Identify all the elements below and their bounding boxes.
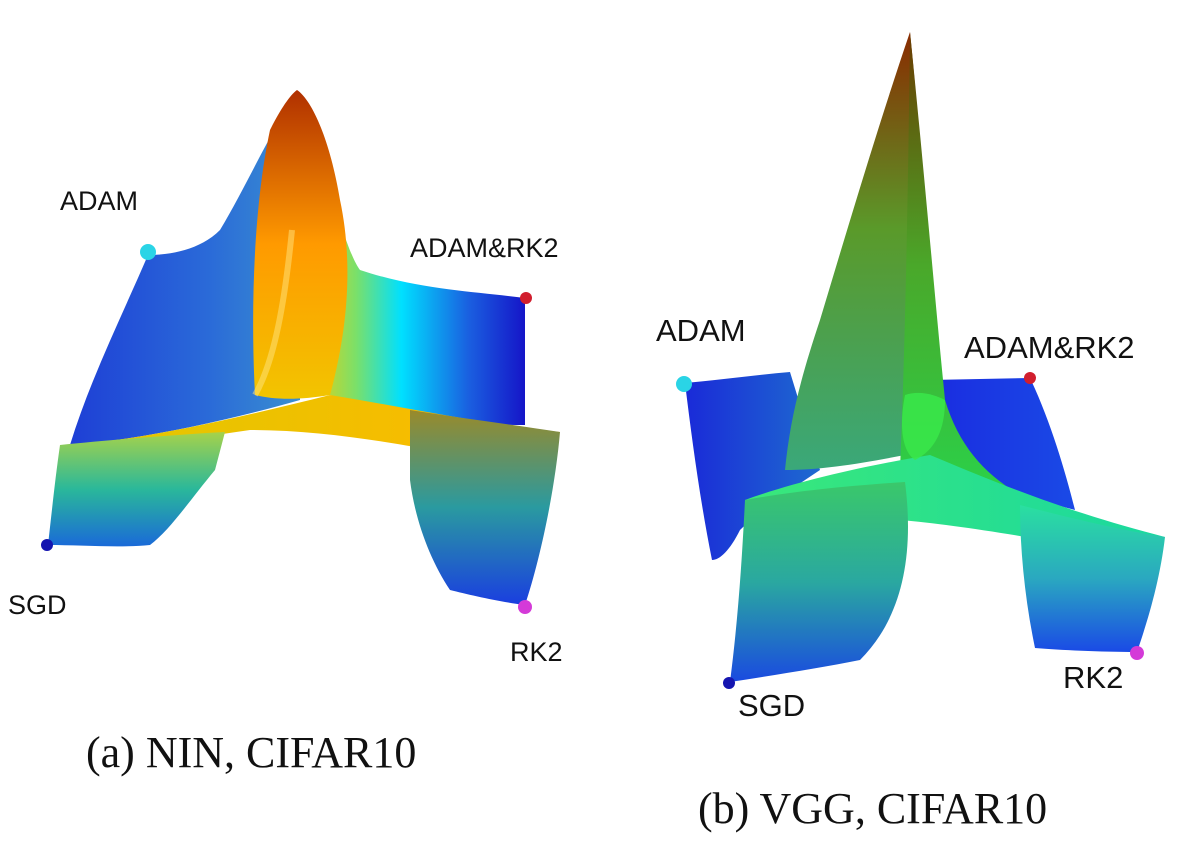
panel-b-left-sheet bbox=[685, 372, 820, 560]
panel-a-adam-label: ADAM bbox=[60, 186, 139, 216]
panel-b-front-sheet bbox=[730, 482, 908, 682]
panel-a-surface bbox=[48, 90, 560, 605]
panel-a-rk2-marker bbox=[518, 600, 532, 614]
panel-b-sgd-label: SGD bbox=[738, 688, 806, 723]
panel-a-rk2-label: RK2 bbox=[510, 637, 563, 667]
panel-a-caption: (a) NIN, CIFAR10 bbox=[86, 728, 417, 777]
panel-a-rk2-sheet bbox=[410, 410, 560, 605]
panel-a-peak bbox=[253, 90, 348, 399]
panel-b-rk2-marker bbox=[1130, 646, 1144, 660]
panel-a-right-sheet bbox=[300, 110, 525, 425]
panel-a-adam-marker bbox=[140, 244, 156, 260]
panel-b-adamrk2-marker bbox=[1024, 372, 1036, 384]
panel-b-rk2-sheet bbox=[1020, 505, 1165, 652]
panel-a-left-sheet bbox=[70, 92, 300, 445]
panel-b-spike-left bbox=[785, 32, 930, 470]
panel-b-surface bbox=[685, 32, 1165, 682]
panel-a-front-sheet bbox=[48, 432, 225, 547]
panel-b-sgd-marker bbox=[723, 677, 735, 689]
panel-a-mid-band bbox=[60, 395, 560, 470]
panel-b-adam-label: ADAM bbox=[656, 313, 746, 348]
panel-b-adam-marker bbox=[676, 376, 692, 392]
panel-b-spike-right bbox=[900, 32, 1030, 500]
panel-b-rk2-label: RK2 bbox=[1063, 660, 1124, 695]
panel-a-sgd-label: SGD bbox=[8, 590, 67, 620]
panel-b-caption: (b) VGG, CIFAR10 bbox=[698, 784, 1048, 833]
panel-b-adamrk2-label: ADAM&RK2 bbox=[964, 330, 1135, 365]
panel-a-adamrk2-marker bbox=[520, 292, 532, 304]
panel-b-back-sheet bbox=[920, 378, 1075, 510]
panel-a-adamrk2-label: ADAM&RK2 bbox=[410, 233, 559, 263]
panel-a-sgd-marker bbox=[41, 539, 53, 551]
